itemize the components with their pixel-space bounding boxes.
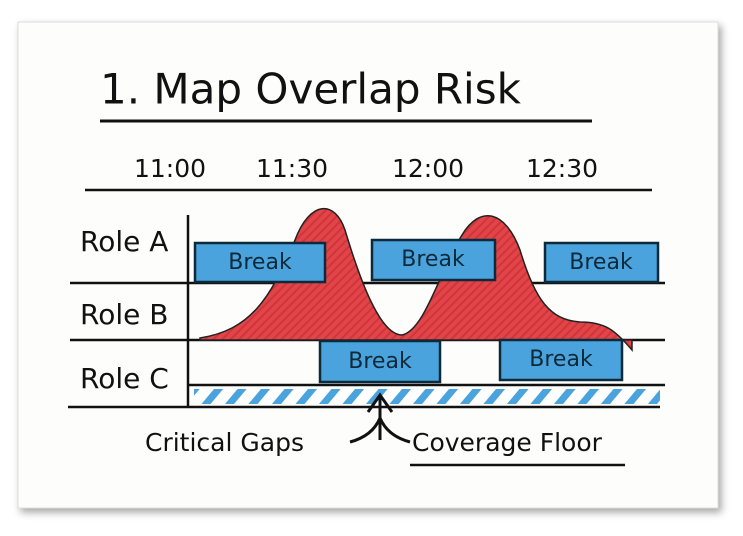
coverage-floor-band <box>194 389 660 404</box>
break-block <box>318 339 442 384</box>
time-label: 11:30 <box>256 154 328 183</box>
role-label: Role A <box>80 225 168 258</box>
break-blocks <box>193 238 660 384</box>
break-label: Break <box>401 247 465 272</box>
role-labels: Role A Role B Role C <box>80 225 169 395</box>
break-label: Break <box>348 349 412 374</box>
annotation: Critical Gaps <box>145 428 304 457</box>
annotation: Coverage Floor <box>412 428 603 457</box>
role-label: Role B <box>80 298 168 331</box>
break-block <box>498 338 624 382</box>
break-label: Break <box>228 250 292 275</box>
break-block <box>543 241 660 284</box>
time-label: 12:30 <box>526 154 598 183</box>
role-label: Role C <box>80 362 169 395</box>
break-label: Break <box>569 250 633 275</box>
break-block <box>193 241 327 284</box>
arrow <box>349 392 411 444</box>
break-label: Break <box>529 347 593 372</box>
time-label: 12:00 <box>392 154 464 183</box>
break-block <box>370 238 497 282</box>
title: 1. Map Overlap Risk <box>100 65 522 114</box>
time-label: 11:00 <box>134 154 206 183</box>
time-labels: 11:00 11:30 12:00 12:30 <box>134 154 598 183</box>
